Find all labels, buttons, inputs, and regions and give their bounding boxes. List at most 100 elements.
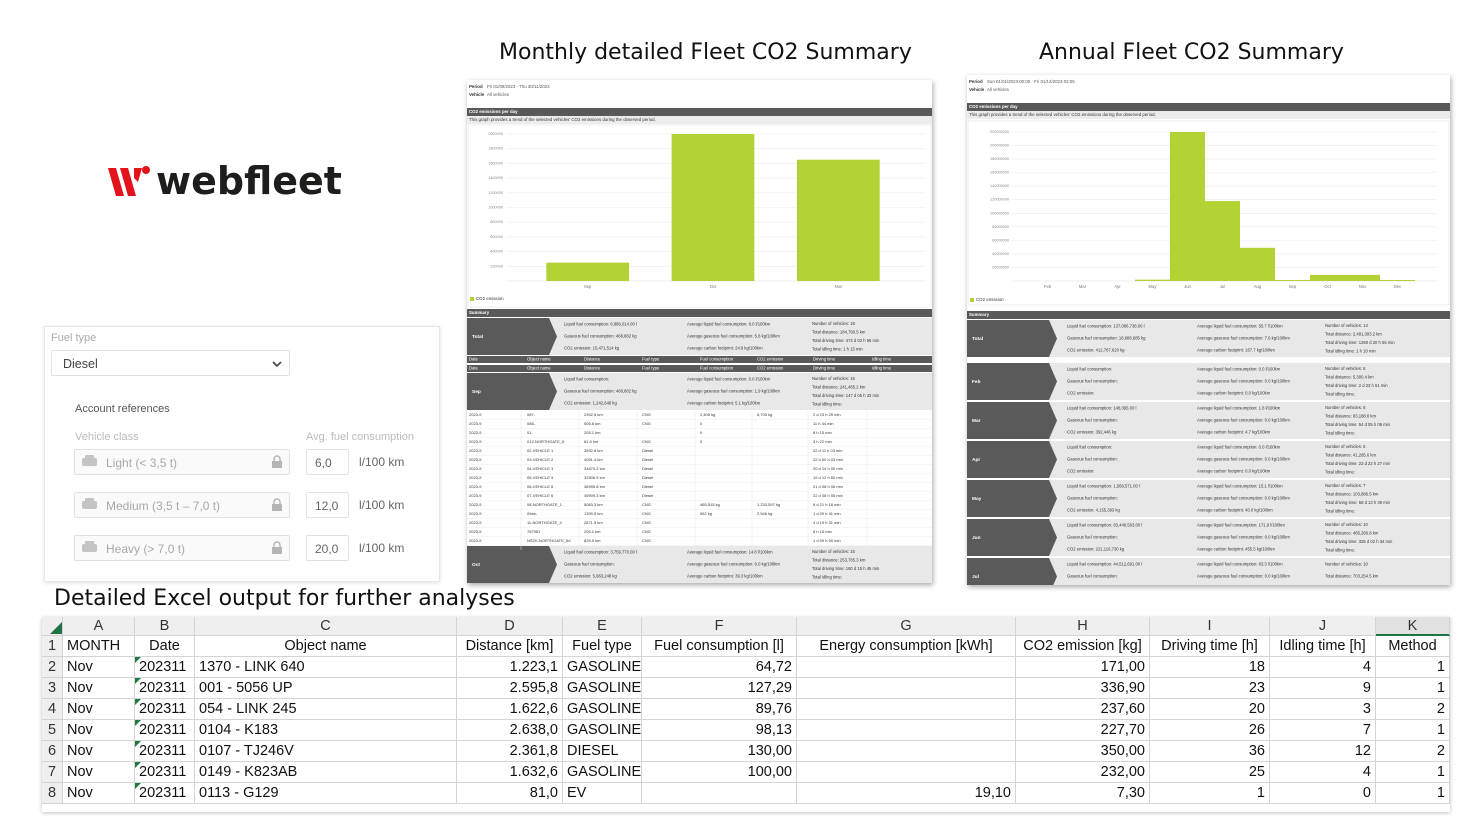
block-stat: Liquid fuel consumption: 44,512,691.00 l (1067, 562, 1142, 567)
block-stat: Average liquid fuel consumption: 1.8 l/1… (1197, 406, 1281, 411)
cell: DIESEL (563, 741, 642, 762)
column-header: Driving time (813, 357, 836, 362)
text-number-flag (135, 678, 141, 684)
column-letter: K (1376, 617, 1450, 636)
chart-subtitle: This graph provides a trend of the selec… (969, 112, 1156, 117)
block-stat: Liquid fuel consumption: 6,886,014.00 l (564, 322, 637, 327)
column-header: Date (469, 357, 479, 362)
block-stat: Average liquid fuel consumption: 0.0 l/1… (1197, 367, 1281, 372)
block-label: May (972, 496, 982, 502)
text-number-flag (135, 762, 141, 768)
cell: 12 (1270, 741, 1376, 762)
cell: 1 (1150, 783, 1270, 804)
select-all[interactable] (50, 622, 62, 634)
unit: l/100 km (359, 498, 405, 512)
period-label: Period (469, 84, 483, 89)
table-cell: 3 h 22 min (813, 439, 832, 444)
block-stat: Total driving time: 160 d 15 h 45 min (812, 566, 880, 571)
fuel-select[interactable]: Diesel (51, 350, 290, 376)
table-cell: 2392.5 km (584, 412, 603, 417)
block-stat: Number of vehicles: 7 (1325, 483, 1366, 488)
cell: 36 (1150, 741, 1270, 762)
block-stat: Gaseous fuel consumption: (1067, 574, 1118, 579)
cell: 2.361,8 (457, 741, 563, 762)
table-cell: 19 d 12 h 50 min (813, 475, 843, 480)
table-cell: 2023-9 (469, 457, 482, 462)
vehicle-icon (82, 541, 97, 552)
header-cell: Fuel consumption [l] (642, 636, 797, 657)
x-tick-label: Sep (1289, 284, 1297, 289)
block-label-cell (467, 373, 557, 410)
table-cell: 1 d 09 h 41 min (813, 511, 841, 516)
cell: 98,13 (642, 720, 797, 741)
lock-shackle (273, 498, 281, 504)
header-cell: Method (1376, 636, 1450, 657)
cell: 1370 - LINK 640 (195, 657, 457, 678)
column-letter: B (135, 617, 195, 636)
block-stat: Average carbon footprint: 0.0 kg/100km (1197, 391, 1271, 396)
table-cell: 962 kg (700, 511, 712, 516)
period: Fri 01/09/2023 - Thu 30/11/2023 (487, 84, 550, 89)
table-cell: 2023-9 (469, 502, 482, 507)
bar (1240, 247, 1275, 281)
consumption-value: 6,0 (315, 456, 332, 470)
block-label: Sep (472, 389, 481, 395)
table-cell: 01- (527, 430, 533, 435)
heading: Detailed Excel output for further analys… (54, 586, 515, 611)
cell: 26 (1150, 720, 1270, 741)
block-stat: Total driving time: 54 d 05 h 06 min (1325, 422, 1391, 427)
block-stat: Total idling time: (812, 575, 842, 580)
logo-icon (108, 166, 150, 196)
table-cell: 829.5 km (584, 538, 601, 543)
block-stat: Average carbon footprint: 40.0 kg/100km (1197, 508, 1273, 513)
block-stat: Total distance: 41,285.6 km (1325, 453, 1376, 458)
block-stat: Number of vehicles: 6 (1325, 405, 1366, 410)
column-label: Vehicle class (75, 431, 139, 443)
block-label-cell (967, 519, 1057, 556)
cell: 64,72 (642, 657, 797, 678)
cell: 4 (1270, 762, 1376, 783)
block-stat: Average carbon footprint: 24.8 kg/100km (687, 346, 763, 351)
block-stat: Gaseous fuel consumption: (1067, 496, 1118, 501)
column-letter: C (195, 617, 457, 636)
table-cell: 6 d 21 h 18 min (813, 502, 841, 507)
block-stat: Average liquid fuel consumption: 14.8 l/… (687, 550, 773, 555)
cell: 2 (1376, 741, 1450, 762)
table-cell: 02-VEHICLE 1 (527, 448, 554, 453)
x-tick-label: Jul (1220, 284, 1225, 289)
block-stat: Total idling time: (1325, 509, 1355, 514)
icon-top (85, 541, 94, 546)
row-number: 1 (42, 636, 63, 657)
block-stat: Total distance: 103,886.5 km (1325, 492, 1379, 497)
bar (1275, 279, 1310, 281)
table-cell: 0 (700, 421, 703, 426)
block-stat: Average gaseous fuel consumption: 0.0 kg… (1197, 496, 1290, 501)
block-stat: Gaseous fuel consumption: (1067, 418, 1118, 423)
table-cell: Diesel (642, 448, 653, 453)
block-stat: Average liquid fuel consumption: 8.0 l/1… (687, 322, 771, 327)
legend-label: CO2 emission (476, 296, 504, 301)
block-stat: Total driving time: 2 d 23 h 51 min (1325, 383, 1388, 388)
cell: 227,70 (1016, 720, 1150, 741)
table-cell: Diesel (642, 475, 653, 480)
block-stat: Average gaseous fuel consumption: 0.0 kg… (1197, 379, 1290, 384)
block-stat: CO2 emission: 412,767,620 kg (1067, 348, 1125, 353)
summary-bar (967, 311, 1450, 319)
flag-triangle (135, 720, 141, 726)
table-cell: CNG (642, 421, 651, 426)
column-letter: I (1150, 617, 1270, 636)
consumption-value: 20,0 (315, 542, 339, 556)
cell: 054 - LINK 245 (195, 699, 457, 720)
x-tick-label: Oct (710, 284, 717, 289)
block-stat: Liquid fuel consumption: 83,449,563.00 l (1067, 523, 1142, 528)
table-cell: 3592.8 km (584, 448, 603, 453)
block-stat: Number of vehicles: 10 (1325, 522, 1368, 527)
y-tick-label: 160000000 (990, 171, 1009, 175)
block-stat: Average carbon footprint: 4.7 kg/100km (1197, 430, 1271, 435)
bar (1345, 274, 1380, 281)
annual-report: Period Sun 01/01/2023 00:00 - Fri 01/12/2… (967, 75, 1450, 585)
table-cell: 08-NORTHGATE_1 (527, 502, 563, 507)
icon (82, 498, 97, 509)
block-stat: Liquid fuel consumption: 3,759,770.00 l (564, 550, 637, 555)
table-cell: 34870.2 km (584, 466, 606, 471)
